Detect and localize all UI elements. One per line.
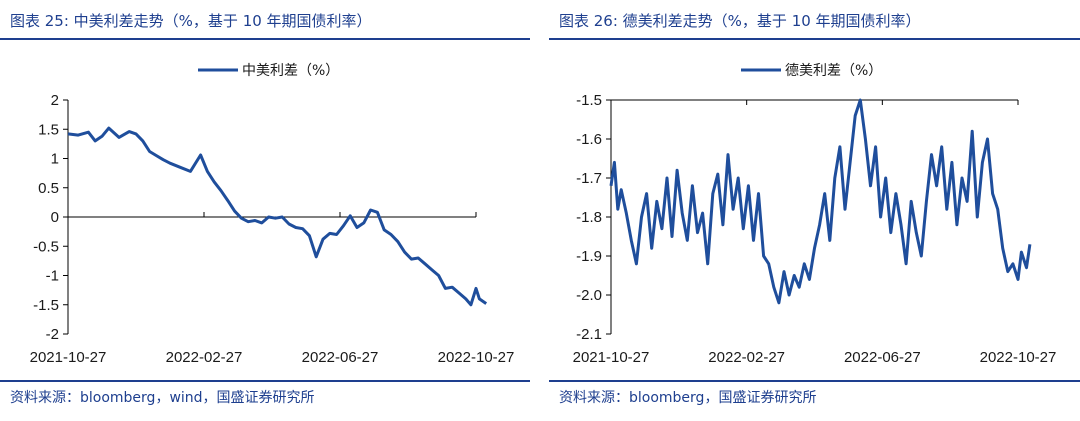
left-source-rule <box>0 380 530 382</box>
y-tick-label: 2 <box>51 92 59 109</box>
x-tick-label: 2022-06-27 <box>302 349 379 366</box>
cn-us-spread-chart: 2 1.5 1 0.5 0 -0.5 -1 -1.5 -2 2021-10-27 2022-02-2… <box>30 63 515 366</box>
y-tick-label: -1.5 <box>576 92 602 109</box>
right-source-rule <box>549 380 1080 382</box>
y-tick-label: -2.0 <box>576 287 602 304</box>
y-tick-label: -1.6 <box>576 131 602 148</box>
x-tick-label: 2022-02-27 <box>166 349 243 366</box>
legend-label: 中美利差（%） <box>242 63 339 79</box>
right-title-rule <box>549 38 1080 40</box>
y-tick-label: 0 <box>51 209 59 226</box>
x-tick-label: 2021-10-27 <box>573 349 650 366</box>
series-line <box>67 126 488 307</box>
left-figure-title: 图表 25: 中美利差走势（%，基于 10 年期国债利率） <box>10 12 372 30</box>
y-tick-label: -2 <box>46 326 59 343</box>
x-tick-label: 2022-06-27 <box>844 349 921 366</box>
y-tick-label: -1 <box>46 268 59 285</box>
y-tick-label: -1.8 <box>576 209 602 226</box>
x-tick-label: 2022-02-27 <box>708 349 785 366</box>
x-tick-label: 2021-10-27 <box>30 349 107 366</box>
y-tick-label: -0.5 <box>33 238 59 255</box>
y-tick-label: -1.7 <box>576 170 602 187</box>
right-source-note: 资料来源：bloomberg，国盛证券研究所 <box>559 390 817 406</box>
right-figure-panel: 图表 26: 德美利差走势（%，基于 10 年期国债利率） -1.5 -1.6 -1… <box>549 0 1080 421</box>
y-tick-label: -1.5 <box>33 297 59 314</box>
left-title-rule <box>0 38 530 40</box>
y-tick-label: -1.9 <box>576 248 602 265</box>
y-tick-label: 0.5 <box>38 180 59 197</box>
y-tick-label: 1 <box>51 151 59 168</box>
right-figure-title: 图表 26: 德美利差走势（%，基于 10 年期国债利率） <box>559 12 921 30</box>
x-tick-label: 2022-10-27 <box>438 349 515 366</box>
series-line <box>609 98 1032 305</box>
y-tick-label: 1.5 <box>38 121 59 138</box>
de-us-spread-chart: -1.5 -1.6 -1.7 -1.8 -1.9 -2.0 -2.1 2021-10-27 20… <box>573 63 1057 366</box>
left-source-note: 资料来源：bloomberg，wind，国盛证券研究所 <box>10 390 315 406</box>
legend-label: 德美利差（%） <box>785 63 882 79</box>
x-tick-label: 2022-10-27 <box>980 349 1057 366</box>
y-tick-label: -2.1 <box>576 326 602 343</box>
left-figure-panel: 图表 25: 中美利差走势（%，基于 10 年期国债利率） 2 1.5 1 0.5 0 -… <box>0 0 530 421</box>
